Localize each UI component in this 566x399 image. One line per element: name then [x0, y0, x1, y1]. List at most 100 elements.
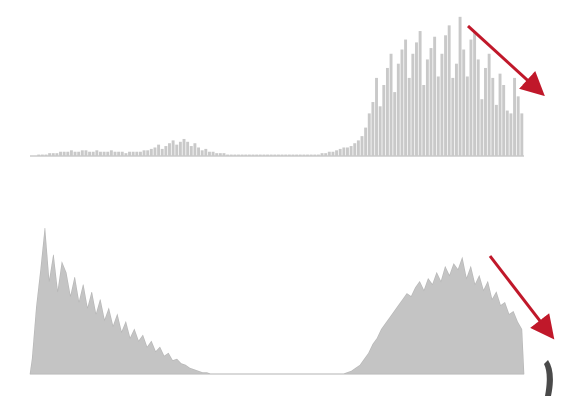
- bar-95: [375, 77, 378, 156]
- bar-75: [302, 154, 306, 156]
- bar-123: [476, 59, 480, 156]
- area-series: [29, 227, 525, 375]
- bar-24: [117, 151, 121, 156]
- bar-125: [484, 67, 487, 156]
- bar-47: [200, 150, 204, 156]
- bar-92: [364, 127, 368, 156]
- bar-68: [277, 154, 280, 156]
- bar-128: [494, 104, 498, 156]
- bar-32: [146, 150, 150, 156]
- bar-17: [91, 151, 95, 156]
- bar-8: [59, 151, 62, 156]
- bar-101: [396, 63, 400, 157]
- bar-51: [215, 153, 219, 156]
- bar-13: [77, 151, 81, 156]
- bar-87: [346, 147, 349, 156]
- bar-10: [66, 151, 70, 156]
- bar-109: [425, 59, 429, 156]
- bar-53: [222, 153, 226, 156]
- bar-2: [37, 154, 41, 156]
- bar-106: [415, 42, 418, 156]
- bar-12: [73, 151, 77, 156]
- bar-97: [382, 85, 386, 156]
- bar-115: [447, 25, 451, 156]
- bar-15: [84, 150, 88, 156]
- bar-103: [404, 39, 408, 157]
- bar-45: [193, 143, 197, 156]
- bar-30: [138, 151, 142, 156]
- bar-29: [135, 151, 139, 156]
- bar-49: [207, 151, 211, 156]
- bar-121: [469, 39, 473, 157]
- bar-94: [371, 102, 375, 156]
- bar-69: [280, 154, 284, 156]
- bar-70: [284, 154, 288, 156]
- bar-6: [51, 153, 55, 156]
- bar-85: [338, 148, 342, 156]
- bar-18: [95, 150, 99, 156]
- bar-129: [498, 73, 502, 156]
- bar-102: [400, 49, 404, 156]
- bar-26: [124, 153, 128, 156]
- bar-133: [513, 77, 517, 156]
- bar-40: [175, 144, 179, 156]
- bar-5: [48, 153, 52, 156]
- bar-79: [316, 154, 320, 156]
- bar-126: [487, 53, 491, 157]
- bar-50: [211, 151, 215, 156]
- bar-60: [247, 154, 251, 156]
- bar-22: [109, 150, 113, 156]
- bar-131: [505, 110, 509, 156]
- bar-65: [266, 154, 270, 156]
- bar-119: [462, 49, 466, 156]
- bar-33: [149, 148, 153, 156]
- bar-39: [171, 140, 175, 156]
- bar-25: [120, 151, 124, 156]
- bar-82: [327, 151, 331, 156]
- bar-66: [269, 154, 273, 156]
- bar-34: [153, 147, 157, 156]
- bar-78: [313, 154, 317, 156]
- bar-134: [516, 96, 520, 156]
- bar-35: [157, 144, 161, 156]
- bar-120: [465, 76, 469, 156]
- bar-41: [178, 141, 182, 156]
- bar-74: [298, 154, 302, 156]
- bar-96: [378, 106, 382, 156]
- bar-14: [80, 150, 84, 156]
- bar-52: [218, 153, 222, 156]
- bar-28: [131, 151, 135, 156]
- bar-91: [360, 136, 364, 156]
- bar-84: [335, 150, 339, 156]
- bar-56: [233, 154, 237, 156]
- bar-71: [287, 154, 291, 156]
- bar-98: [385, 67, 389, 156]
- bar-116: [451, 77, 455, 156]
- bar-105: [411, 53, 415, 157]
- bar-37: [164, 146, 168, 156]
- bar-113: [440, 53, 444, 157]
- bar-4: [44, 154, 48, 156]
- bar-27: [128, 151, 131, 156]
- bar-19: [99, 151, 102, 156]
- bar-59: [244, 154, 248, 156]
- bar-57: [237, 154, 240, 156]
- bar-114: [444, 35, 447, 156]
- bar-58: [240, 154, 244, 156]
- bar-90: [356, 140, 360, 156]
- bar-111: [433, 36, 437, 156]
- bar-63: [258, 154, 262, 156]
- bar-55: [229, 154, 233, 156]
- bar-83: [331, 151, 335, 156]
- bar-93: [367, 113, 371, 156]
- bar-117: [454, 63, 458, 157]
- bar-23: [113, 151, 117, 156]
- bar-89: [353, 143, 357, 156]
- bar-130: [502, 85, 506, 156]
- bar-54: [226, 154, 230, 156]
- bar-9: [62, 151, 66, 156]
- bar-61: [251, 154, 255, 156]
- bar-81: [324, 153, 328, 156]
- bar-118: [458, 16, 462, 157]
